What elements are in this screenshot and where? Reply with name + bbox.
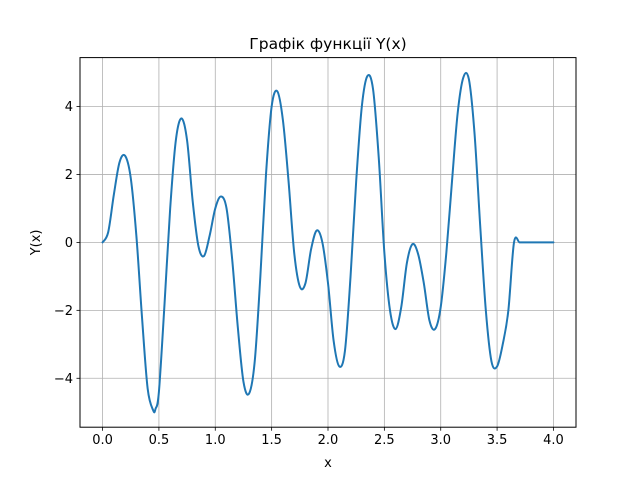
x-tick-label: 2.5	[374, 433, 395, 448]
y-tick-label: −4	[54, 372, 73, 387]
y-tick-label: −2	[54, 304, 73, 319]
x-tick-label: 3.0	[430, 433, 451, 448]
y-axis-label: Y(x)	[29, 230, 44, 257]
y-tick-label: 0	[65, 236, 73, 251]
x-tick-label: 1.0	[205, 433, 226, 448]
x-axis-label: x	[324, 456, 332, 471]
x-axis: 0.0 0.5 1.0 1.5 2.0 2.5 3.0 3.5 4.0	[92, 427, 564, 448]
x-tick-label: 4.0	[543, 433, 564, 448]
y-axis: −4 −2 0 2 4	[54, 100, 80, 387]
x-tick-label: 3.5	[487, 433, 508, 448]
x-tick-label: 2.0	[318, 433, 339, 448]
x-tick-label: 0.0	[92, 433, 113, 448]
y-tick-label: 4	[65, 100, 73, 115]
grid	[80, 57, 576, 428]
series-line	[101, 71, 555, 414]
x-tick-label: 0.5	[149, 433, 170, 448]
y-tick-label: 2	[65, 168, 73, 183]
chart-title: Графік функції Y(x)	[249, 35, 406, 53]
series-layer	[101, 71, 555, 414]
x-tick-label: 1.5	[261, 433, 282, 448]
